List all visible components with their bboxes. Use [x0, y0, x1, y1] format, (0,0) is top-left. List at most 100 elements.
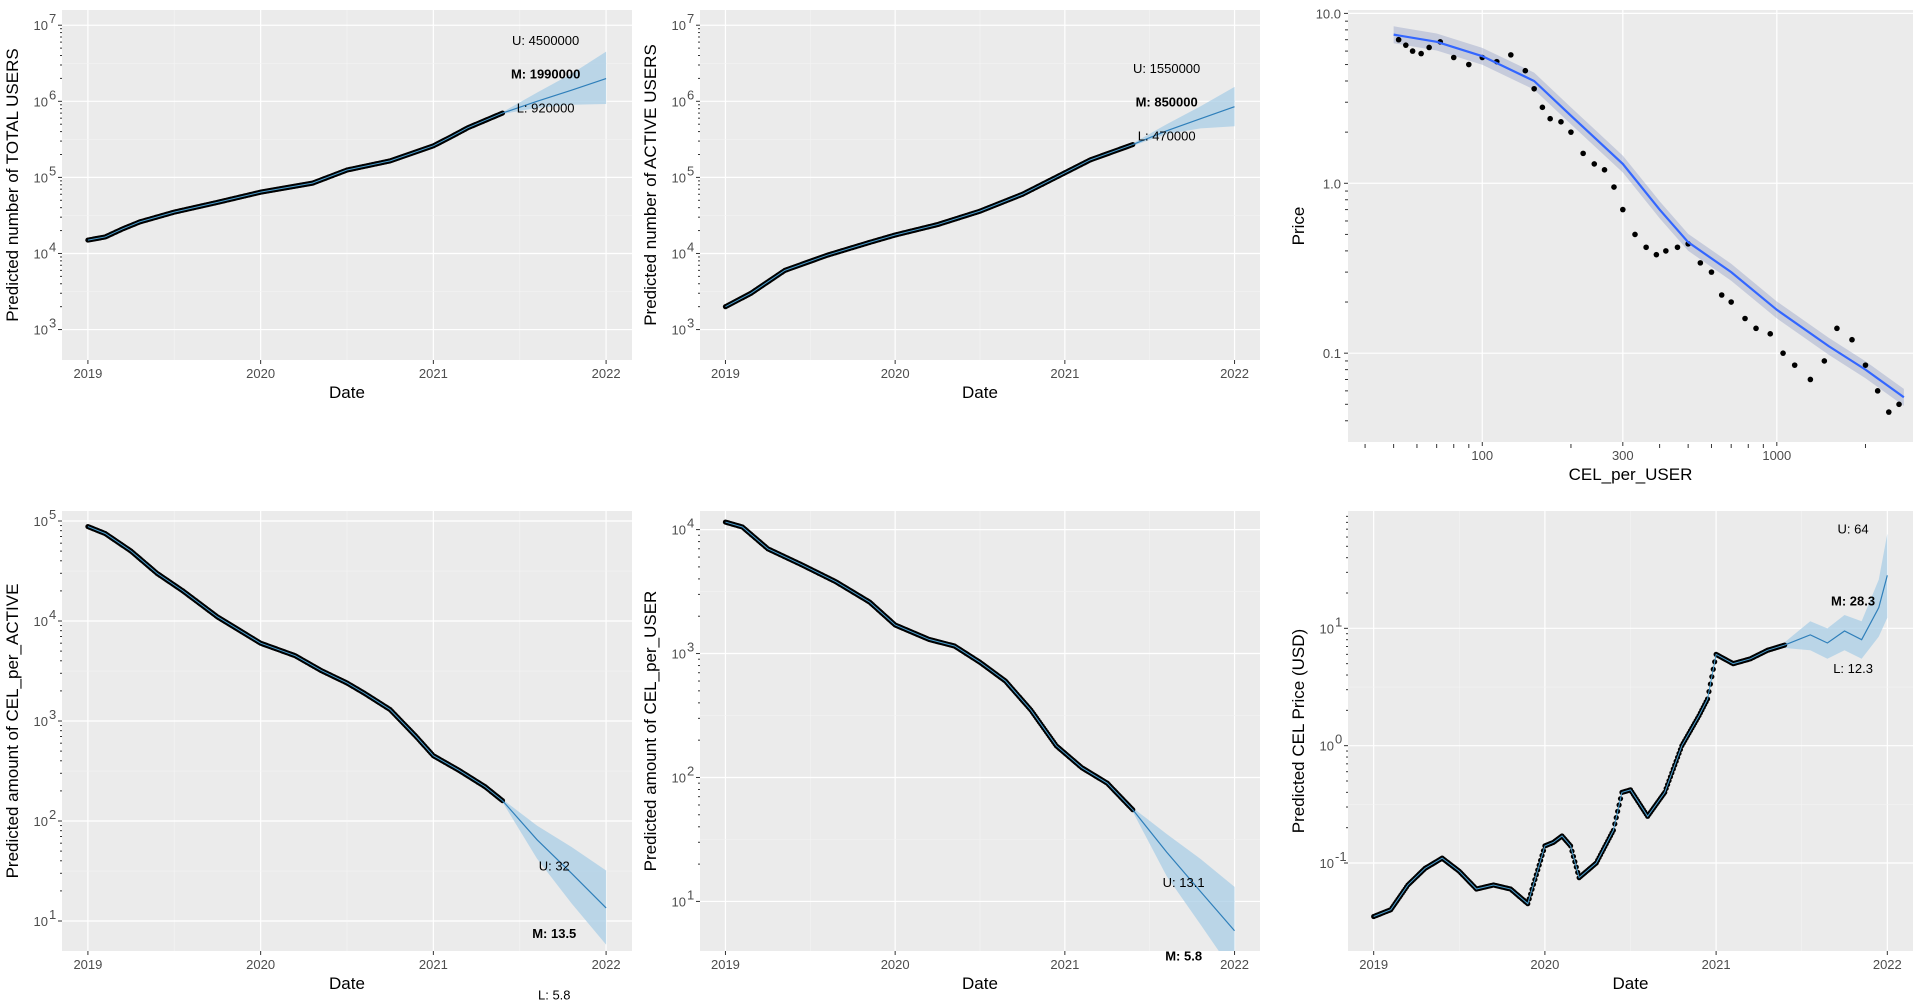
x-tick-label: 2021: [419, 366, 448, 381]
scatter-point: [1767, 331, 1774, 337]
x-tick-label: 2022: [592, 366, 621, 381]
scatter-point: [1403, 42, 1409, 48]
x-tick-label: 300: [1612, 448, 1634, 463]
forecast-interval-band: [1132, 86, 1235, 146]
scatter-point: [1643, 244, 1649, 251]
forecast-interval-band: [1784, 533, 1888, 659]
x-tick-label: 2019: [711, 366, 740, 381]
y-tick-base: 10: [34, 18, 48, 33]
annotation-mid: M: 28.3: [1831, 593, 1875, 608]
y-tick-label: 10: [672, 770, 686, 785]
y-tick-exponent: 6: [49, 87, 56, 102]
x-tick-label: 2022: [1220, 957, 1249, 972]
annotation-upper: U: 4500000: [512, 33, 579, 48]
y-tick-label: 10: [1320, 739, 1334, 754]
scatter-point: [1862, 362, 1869, 368]
annotation-mid: M: 5.8: [1165, 949, 1202, 964]
forecast-interval-band: [1132, 807, 1235, 951]
x-tick-label: 2022: [1873, 957, 1902, 972]
y-tick-label: 10: [672, 894, 686, 909]
scatter-point: [1663, 248, 1669, 254]
annotation-lower: L: 12.3: [1833, 661, 1873, 676]
scatter-point: [1742, 315, 1748, 322]
scatter-point: [1522, 67, 1529, 74]
y-tick-base: 10: [672, 323, 686, 338]
annotation-lower: L: 470000: [1138, 128, 1196, 143]
x-axis-title: Date: [1613, 974, 1649, 993]
forecast-median-line: [1132, 106, 1235, 146]
y-tick-exponent: 2: [49, 807, 56, 822]
scatter-point: [1568, 129, 1574, 135]
annotation-mid: M: 1990000: [511, 67, 580, 82]
y-axis-title: Predicted amount of CEL_per_USER: [641, 591, 660, 872]
forecast-interval-band: [502, 799, 607, 945]
y-tick-label: 10: [34, 94, 48, 109]
history-points: [85, 110, 506, 243]
forecast-median-line: [502, 800, 607, 909]
y-axis-title: Predicted CEL Price (USD): [1289, 629, 1308, 833]
plot-area: [1393, 26, 1905, 415]
x-tick-label: 1000: [1762, 448, 1791, 463]
x-tick-label: 2019: [73, 366, 102, 381]
plot-area: [722, 86, 1235, 310]
scatter-point: [1896, 401, 1902, 408]
x-axis-title: Date: [962, 974, 998, 993]
x-tick-label: 2020: [246, 366, 275, 381]
panel-background: [1348, 10, 1913, 442]
y-tick-base: 10: [34, 514, 48, 529]
y-tick-label: 0.1: [1323, 346, 1341, 361]
scatter-point: [1708, 269, 1715, 275]
y-tick-base: 10: [672, 523, 686, 538]
fitted-line: [725, 521, 1134, 811]
y-tick-base: 10: [34, 323, 48, 338]
x-tick-label: 100: [1471, 448, 1493, 463]
x-axis-title: CEL_per_USER: [1569, 465, 1693, 484]
y-tick-exponent: 5: [49, 163, 56, 178]
annotation-upper: U: 1550000: [1133, 61, 1200, 76]
plot-area: [1371, 533, 1888, 920]
x-tick-label: 2020: [246, 957, 275, 972]
y-tick-exponent: 1: [687, 887, 694, 902]
plot-area: [85, 51, 607, 243]
y-axis-title: Price: [1289, 207, 1308, 246]
y-tick-label: 10: [34, 246, 48, 261]
y-tick-exponent: 4: [687, 239, 694, 254]
y-tick-label: 10: [672, 323, 686, 338]
x-tick-label: 2021: [1050, 957, 1079, 972]
y-tick-label: 10: [672, 523, 686, 538]
x-tick-label: 2021: [1050, 366, 1079, 381]
y-tick-exponent: 1: [1335, 614, 1342, 629]
y-tick-base: 10: [672, 18, 686, 33]
y-tick-exponent: 2: [687, 763, 694, 778]
y-tick-exponent: 5: [49, 507, 56, 522]
y-tick-exponent: 7: [687, 11, 694, 26]
y-tick-exponent: 6: [687, 87, 694, 102]
y-tick-exponent: -1: [1335, 849, 1347, 864]
y-tick-exponent: 5: [687, 163, 694, 178]
x-tick-label: 2022: [592, 957, 621, 972]
scatter-point: [1539, 104, 1546, 111]
scatter-point: [1580, 150, 1586, 157]
scatter-point: [1697, 260, 1704, 266]
scatter-point: [1450, 54, 1457, 61]
y-tick-base: 10: [672, 94, 686, 109]
scatter-point: [1611, 184, 1617, 190]
x-axis-title: Date: [329, 383, 365, 402]
x-tick-label: 2019: [73, 957, 102, 972]
x-axis-title: Date: [962, 383, 998, 402]
fitted-line: [1373, 644, 1785, 917]
y-tick-label: 10: [34, 323, 48, 338]
y-tick-exponent: 7: [49, 11, 56, 26]
annotation-upper: U: 13.1: [1163, 875, 1205, 890]
scatter-point: [1807, 376, 1814, 383]
y-tick-base: 10: [672, 894, 686, 909]
y-tick-exponent: 3: [687, 640, 694, 655]
y-axis-title: Predicted number of TOTAL USERS: [3, 48, 22, 321]
scatter-point: [1885, 409, 1892, 415]
annotation-mid: M: 13.5: [532, 926, 576, 941]
y-tick-base: 10: [34, 170, 48, 185]
scatter-point: [1632, 231, 1638, 238]
